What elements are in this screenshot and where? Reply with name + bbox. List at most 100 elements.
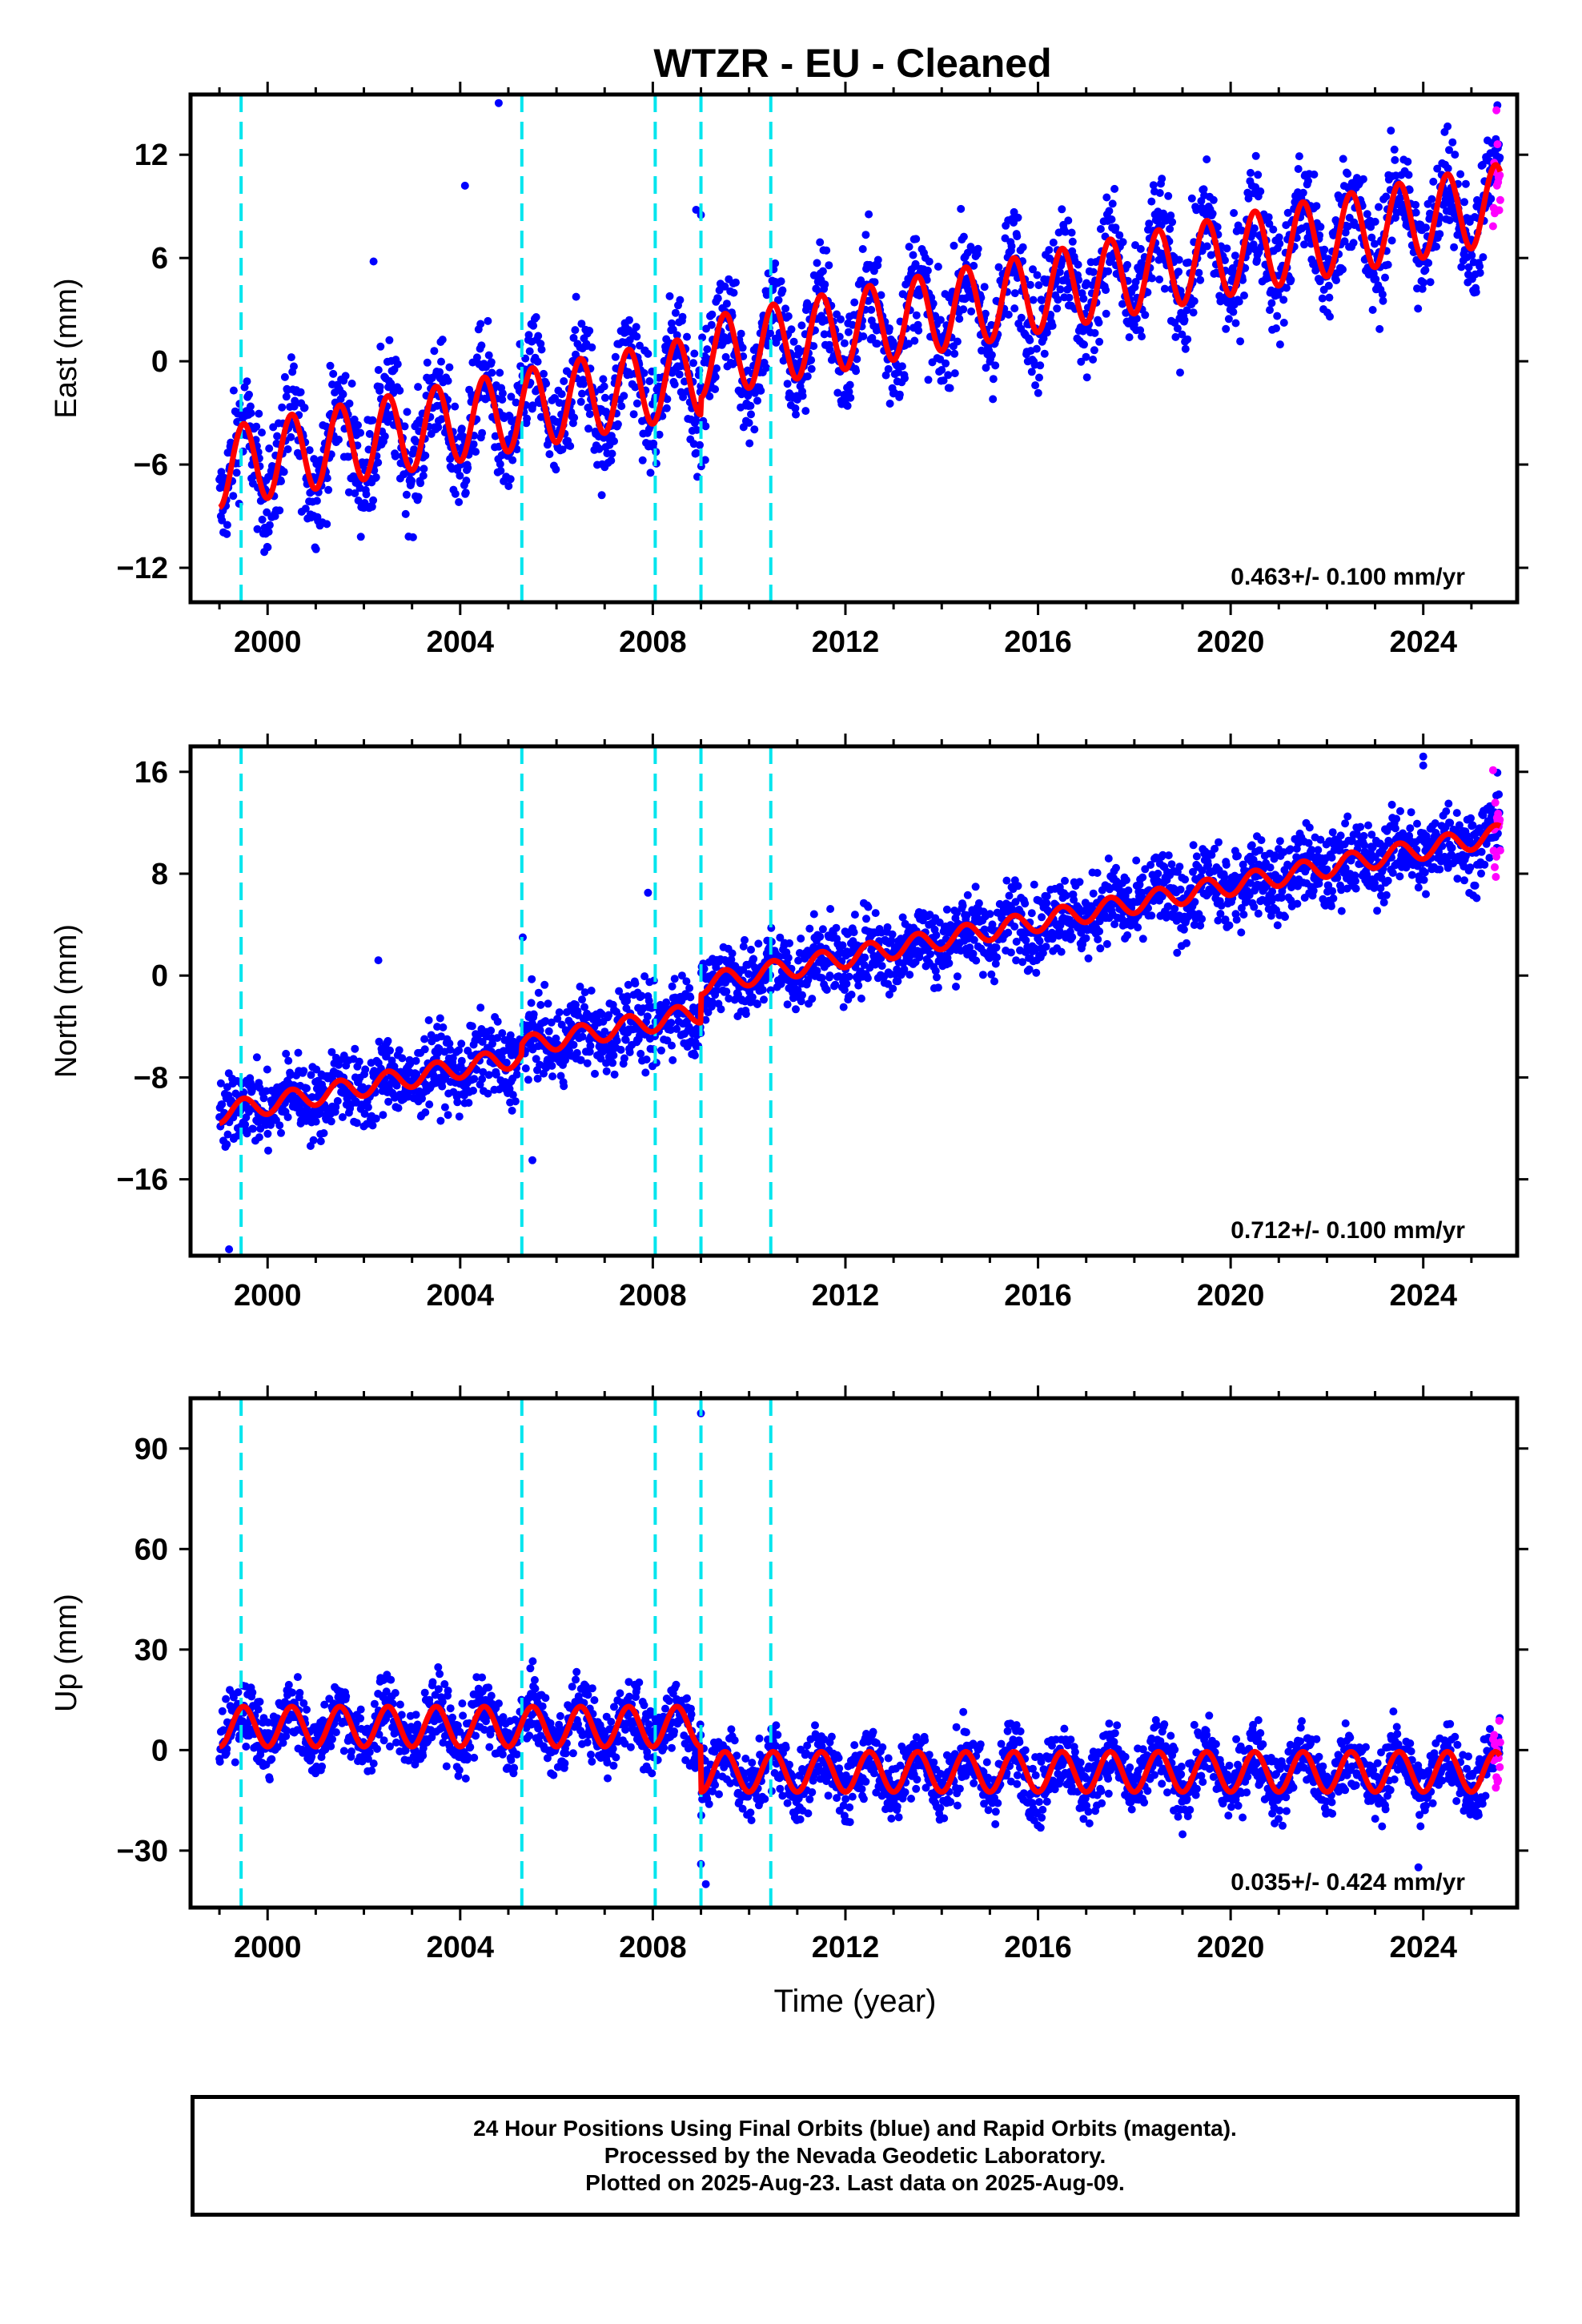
data-point bbox=[959, 232, 968, 241]
data-point bbox=[1328, 887, 1337, 895]
data-point bbox=[524, 331, 533, 340]
model-curve bbox=[217, 162, 1504, 510]
data-point bbox=[845, 380, 854, 389]
data-point bbox=[963, 891, 972, 899]
data-point bbox=[749, 955, 758, 963]
data-point bbox=[777, 277, 785, 286]
data-point bbox=[620, 392, 628, 400]
data-point bbox=[362, 490, 371, 499]
data-point bbox=[275, 506, 284, 515]
data-point bbox=[791, 404, 800, 412]
data-point bbox=[385, 336, 394, 344]
data-point bbox=[521, 1064, 530, 1073]
data-point bbox=[850, 911, 859, 919]
data-point bbox=[1273, 312, 1282, 320]
data-point bbox=[1154, 869, 1162, 878]
data-point bbox=[1337, 907, 1346, 915]
data-point bbox=[1232, 915, 1241, 924]
data-point bbox=[1281, 913, 1289, 921]
data-point bbox=[265, 521, 274, 529]
data-point bbox=[534, 988, 543, 997]
data-point bbox=[707, 320, 716, 329]
data-point bbox=[926, 950, 934, 959]
data-point bbox=[1339, 265, 1347, 274]
data-point bbox=[820, 330, 829, 339]
data-point bbox=[663, 395, 672, 404]
data-point bbox=[953, 337, 962, 346]
data-point bbox=[1123, 260, 1132, 269]
data-point bbox=[1032, 968, 1041, 977]
data-point bbox=[936, 316, 945, 324]
data-point bbox=[287, 353, 295, 362]
data-point bbox=[685, 983, 694, 992]
data-point bbox=[470, 1075, 479, 1084]
data-point bbox=[1451, 151, 1460, 159]
data-point bbox=[853, 355, 861, 364]
data-point bbox=[1315, 231, 1324, 239]
data-point bbox=[1310, 170, 1319, 179]
data-point bbox=[689, 359, 697, 368]
data-point bbox=[1213, 223, 1222, 231]
data-point bbox=[1077, 357, 1086, 366]
data-point bbox=[223, 1130, 232, 1139]
data-point bbox=[595, 444, 604, 453]
data-point bbox=[369, 496, 378, 505]
data-point bbox=[410, 445, 419, 454]
data-point bbox=[945, 959, 954, 967]
data-point bbox=[252, 1053, 261, 1062]
data-point bbox=[1387, 236, 1396, 245]
data-point bbox=[557, 390, 566, 399]
data-point bbox=[760, 995, 768, 1004]
data-point bbox=[1032, 344, 1041, 353]
data-point bbox=[1418, 284, 1427, 293]
data-point bbox=[1089, 267, 1098, 276]
data-point bbox=[1315, 277, 1324, 286]
data-point bbox=[631, 979, 640, 988]
data-point bbox=[386, 1046, 394, 1055]
data-point bbox=[1203, 155, 1211, 163]
data-point bbox=[1061, 227, 1070, 236]
data-point bbox=[1396, 194, 1404, 203]
data-point bbox=[822, 246, 831, 255]
data-point bbox=[1080, 340, 1088, 349]
data-point bbox=[462, 476, 471, 485]
data-point bbox=[294, 1048, 303, 1057]
data-point bbox=[1158, 175, 1166, 183]
data-point bbox=[1257, 836, 1266, 845]
data-point bbox=[625, 316, 633, 324]
data-point bbox=[323, 520, 331, 529]
data-point bbox=[1265, 219, 1274, 228]
data-point bbox=[1391, 155, 1399, 164]
data-point bbox=[1181, 344, 1190, 353]
data-point bbox=[638, 456, 647, 464]
data-point bbox=[259, 1094, 268, 1103]
data-point bbox=[807, 364, 816, 373]
data-point bbox=[781, 304, 790, 313]
series-final-orbits bbox=[215, 752, 1504, 1253]
data-point bbox=[665, 292, 674, 300]
data-point bbox=[529, 1010, 538, 1019]
data-point bbox=[1198, 915, 1207, 923]
data-point bbox=[612, 1036, 621, 1045]
data-point bbox=[246, 402, 255, 411]
data-point bbox=[1445, 146, 1453, 155]
data-point bbox=[1068, 933, 1077, 942]
data-point bbox=[840, 339, 849, 348]
data-point bbox=[1411, 200, 1420, 209]
data-point bbox=[1192, 852, 1201, 861]
data-point bbox=[217, 468, 226, 476]
data-point bbox=[668, 1041, 676, 1050]
data-point bbox=[1149, 181, 1158, 190]
data-point bbox=[1282, 283, 1291, 292]
data-point bbox=[1110, 184, 1119, 193]
data-point bbox=[713, 364, 721, 372]
data-point bbox=[883, 923, 892, 931]
data-point bbox=[1057, 947, 1066, 956]
data-point bbox=[1323, 865, 1331, 874]
data-point bbox=[825, 345, 834, 354]
data-point bbox=[1136, 326, 1145, 335]
data-point bbox=[757, 386, 765, 395]
data-point bbox=[576, 397, 585, 406]
data-point bbox=[324, 485, 333, 494]
data-point bbox=[849, 928, 858, 937]
